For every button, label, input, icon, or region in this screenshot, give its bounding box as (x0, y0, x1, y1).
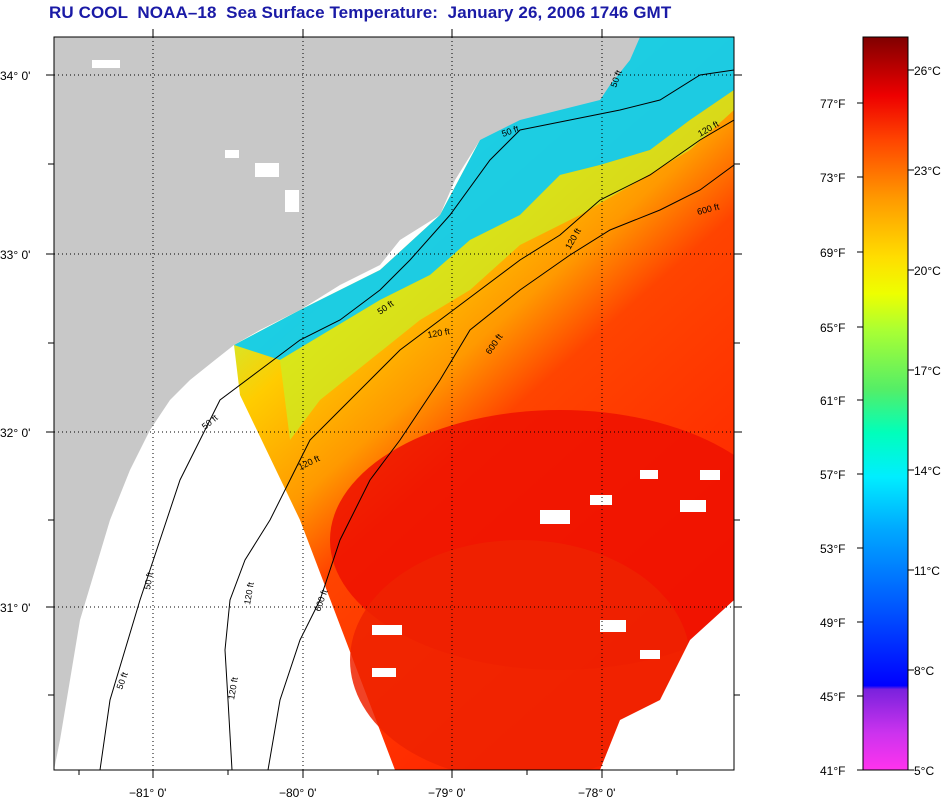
longitude-labels: −81° 0' −80° 0' −79° 0' −78° 0' (129, 786, 615, 800)
contour-label: 50 ft (142, 571, 155, 590)
contour-600ft (267, 164, 734, 770)
colorbar-f-label: 73°F (820, 171, 845, 185)
lon-label: −80° 0' (279, 786, 316, 800)
colorbar-f-label: 53°F (820, 542, 845, 556)
sst-cold-band (234, 37, 734, 360)
map-frame (53, 36, 735, 771)
colorbar-f-label: 49°F (820, 616, 845, 630)
colorbar-f-label: 57°F (820, 468, 845, 482)
colorbar-c-label: 26°C (914, 64, 941, 78)
colorbar-f-label: 41°F (820, 764, 845, 778)
colorbar-celsius-labels: 26°C 23°C 20°C 17°C 14°C 11°C 8°C 5°C (914, 64, 941, 778)
colorbar-c-label: 5°C (914, 764, 934, 778)
lon-label: −78° 0' (578, 786, 615, 800)
lat-label: 32° 0' (0, 426, 30, 440)
graticule (54, 37, 734, 770)
colorbar-f-label: 65°F (820, 321, 845, 335)
axis-ticks (46, 29, 742, 778)
land-mass (54, 37, 640, 770)
contour-label: 120 ft (427, 326, 451, 340)
colorbar-f-label: 45°F (820, 690, 845, 704)
lat-label: 34° 0' (0, 69, 30, 83)
contour-120ft (224, 119, 734, 770)
sst-warm-core-south (350, 540, 690, 770)
map-title: RU COOL NOAA–18 Sea Surface Temperature:… (49, 3, 672, 22)
colorbar-c-label: 20°C (914, 264, 941, 278)
latitude-labels: 34° 0' 33° 0' 32° 0' 31° 0' (0, 69, 30, 615)
lat-label: 33° 0' (0, 248, 30, 262)
isobath-contours (99, 69, 734, 770)
lat-label: 31° 0' (0, 601, 30, 615)
colorbar-fahrenheit-labels: 77°F 73°F 69°F 65°F 61°F 57°F 53°F 49°F … (820, 97, 845, 778)
colorbar-scale (862, 36, 909, 771)
cloud-patches (372, 470, 734, 770)
inland-lakes (92, 60, 299, 212)
contour-50ft (99, 69, 734, 770)
colorbar-f-label: 77°F (820, 97, 845, 111)
colorbar: 77°F 73°F 69°F 65°F 61°F 57°F 53°F 49°F … (820, 36, 941, 778)
contour-label: 120 ft (226, 676, 240, 700)
lon-label: −81° 0' (129, 786, 166, 800)
colorbar-c-label: 17°C (914, 364, 941, 378)
map-content (54, 37, 734, 770)
colorbar-f-label: 61°F (820, 394, 845, 408)
colorbar-c-label: 23°C (914, 164, 941, 178)
colorbar-c-label: 8°C (914, 664, 934, 678)
colorbar-ticks (857, 69, 914, 771)
colorbar-c-label: 14°C (914, 464, 941, 478)
colorbar-c-label: 11°C (914, 564, 940, 578)
contour-label: 120 ft (242, 581, 256, 605)
colorbar-f-label: 69°F (820, 246, 845, 260)
lon-label: −79° 0' (428, 786, 465, 800)
sst-green-band (280, 90, 734, 440)
